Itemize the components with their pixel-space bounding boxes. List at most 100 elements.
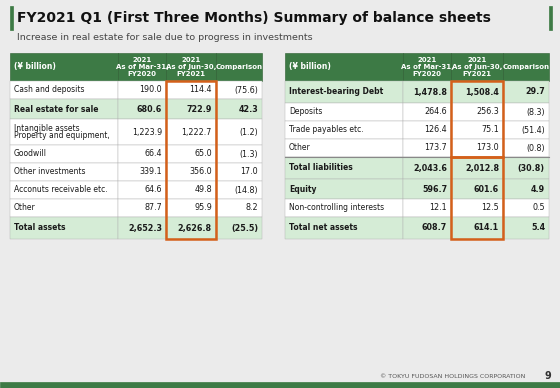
- Text: Trade payables etc.: Trade payables etc.: [289, 125, 363, 135]
- Bar: [403, 139, 451, 157]
- Text: As of Mar-31,: As of Mar-31,: [115, 64, 169, 70]
- Bar: [216, 181, 262, 199]
- Bar: [451, 217, 503, 239]
- Text: 1,223.9: 1,223.9: [132, 128, 162, 137]
- Bar: [118, 119, 166, 145]
- Text: 42.3: 42.3: [238, 104, 258, 114]
- Bar: [451, 53, 503, 81]
- Text: Total assets: Total assets: [14, 223, 66, 232]
- Text: 0.5: 0.5: [533, 203, 545, 213]
- Bar: [166, 99, 216, 119]
- Bar: [166, 199, 216, 217]
- Text: 95.9: 95.9: [194, 203, 212, 213]
- Bar: [403, 199, 451, 217]
- Bar: [503, 121, 549, 139]
- Text: 114.4: 114.4: [189, 85, 212, 95]
- Text: (25.5): (25.5): [231, 223, 258, 232]
- Bar: [503, 157, 549, 179]
- Text: Cash and deposits: Cash and deposits: [14, 85, 85, 95]
- Text: 126.4: 126.4: [424, 125, 447, 135]
- Text: 596.7: 596.7: [422, 185, 447, 194]
- Text: 64.6: 64.6: [144, 185, 162, 194]
- Bar: [285, 199, 403, 217]
- Bar: [451, 81, 503, 157]
- Text: 614.1: 614.1: [474, 223, 499, 232]
- Text: (30.8): (30.8): [518, 163, 545, 173]
- Text: (¥ billion): (¥ billion): [14, 62, 56, 71]
- Text: 2021: 2021: [181, 57, 200, 64]
- Text: As of Mar-31,: As of Mar-31,: [400, 64, 454, 70]
- Text: Other investments: Other investments: [14, 168, 86, 177]
- Bar: [216, 163, 262, 181]
- Bar: [216, 145, 262, 163]
- Text: Acconuts receivable etc.: Acconuts receivable etc.: [14, 185, 108, 194]
- Text: Intangible assets: Intangible assets: [14, 124, 80, 133]
- Text: 87.7: 87.7: [144, 203, 162, 213]
- Text: 173.7: 173.7: [424, 144, 447, 152]
- Bar: [403, 121, 451, 139]
- Bar: [216, 119, 262, 145]
- Text: 680.6: 680.6: [137, 104, 162, 114]
- Text: 264.6: 264.6: [424, 107, 447, 116]
- Text: 2,043.6: 2,043.6: [413, 163, 447, 173]
- Text: Increase in real estate for sale due to progress in investments: Increase in real estate for sale due to …: [17, 33, 312, 43]
- Bar: [10, 199, 118, 217]
- Text: 2,626.8: 2,626.8: [178, 223, 212, 232]
- Bar: [118, 99, 166, 119]
- Text: (14.8): (14.8): [235, 185, 258, 194]
- Text: FY2021: FY2021: [176, 71, 206, 76]
- Bar: [166, 81, 216, 99]
- Bar: [166, 119, 216, 145]
- Bar: [285, 53, 403, 81]
- Bar: [503, 217, 549, 239]
- Text: 29.7: 29.7: [525, 88, 545, 97]
- Text: (51.4): (51.4): [521, 125, 545, 135]
- Bar: [216, 199, 262, 217]
- Bar: [403, 157, 451, 179]
- Bar: [503, 103, 549, 121]
- Text: 5.4: 5.4: [531, 223, 545, 232]
- Bar: [451, 81, 503, 103]
- Text: 1,222.7: 1,222.7: [181, 128, 212, 137]
- Bar: [118, 53, 166, 81]
- Text: 1,478.8: 1,478.8: [413, 88, 447, 97]
- Text: 256.3: 256.3: [476, 107, 499, 116]
- Text: Real estate for sale: Real estate for sale: [14, 104, 99, 114]
- Text: 17.0: 17.0: [240, 168, 258, 177]
- Bar: [10, 53, 118, 81]
- Bar: [10, 81, 118, 99]
- Bar: [403, 179, 451, 199]
- Text: As of Jun-30,: As of Jun-30,: [166, 64, 216, 70]
- Text: 601.6: 601.6: [474, 185, 499, 194]
- Text: 12.5: 12.5: [481, 203, 499, 213]
- Text: 190.0: 190.0: [139, 85, 162, 95]
- Text: 65.0: 65.0: [194, 149, 212, 159]
- Text: 8.2: 8.2: [245, 203, 258, 213]
- Text: 173.0: 173.0: [477, 144, 499, 152]
- Bar: [451, 157, 503, 179]
- Bar: [118, 145, 166, 163]
- Text: 608.7: 608.7: [422, 223, 447, 232]
- Bar: [10, 181, 118, 199]
- Bar: [285, 157, 403, 179]
- Bar: [503, 199, 549, 217]
- Text: FY2020: FY2020: [413, 71, 441, 76]
- Text: FY2020: FY2020: [128, 71, 156, 76]
- Bar: [118, 163, 166, 181]
- Bar: [216, 99, 262, 119]
- Text: (75.6): (75.6): [234, 85, 258, 95]
- Text: Total liabilities: Total liabilities: [289, 163, 353, 173]
- Bar: [285, 103, 403, 121]
- Bar: [118, 81, 166, 99]
- Text: (1.2): (1.2): [239, 128, 258, 137]
- Text: 2021: 2021: [132, 57, 152, 64]
- Text: As of Jun-30,: As of Jun-30,: [452, 64, 502, 70]
- Text: 2,012.8: 2,012.8: [465, 163, 499, 173]
- Text: 356.0: 356.0: [189, 168, 212, 177]
- Bar: [285, 139, 403, 157]
- Text: (¥ billion): (¥ billion): [289, 62, 331, 71]
- Bar: [403, 81, 451, 103]
- Text: Equity: Equity: [289, 185, 316, 194]
- Bar: [503, 179, 549, 199]
- Text: 66.4: 66.4: [144, 149, 162, 159]
